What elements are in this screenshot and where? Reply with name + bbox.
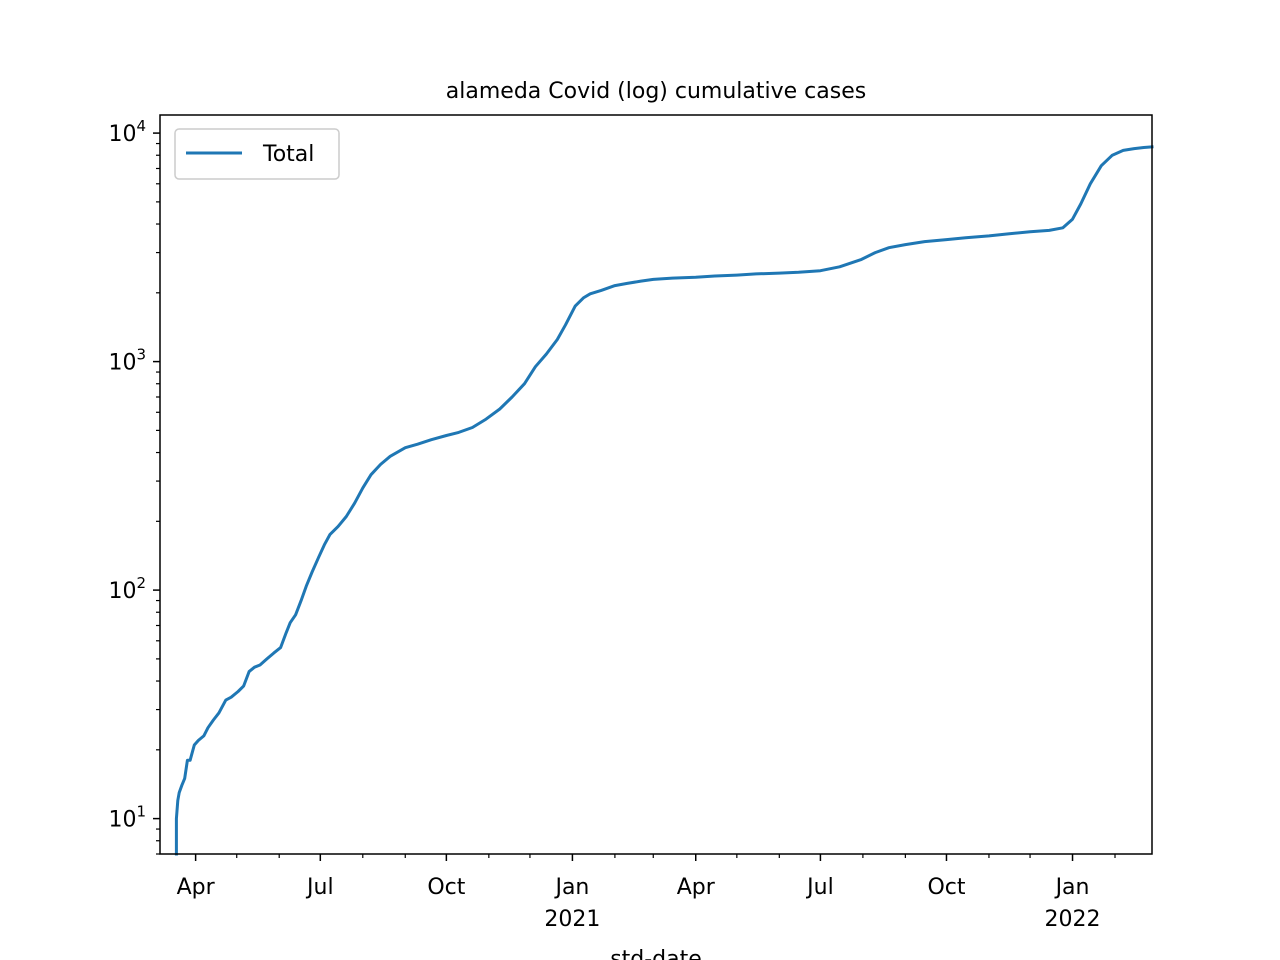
y-tick-label: 102 bbox=[108, 574, 146, 604]
y-tick-base: 10 bbox=[108, 351, 136, 376]
x-tick-label: Jul bbox=[805, 875, 834, 900]
y-tick-label: 101 bbox=[108, 803, 146, 833]
legend-label-total: Total bbox=[262, 142, 314, 167]
y-tick-exponent: 1 bbox=[136, 803, 146, 821]
x-tick-label: Jan bbox=[1054, 875, 1090, 900]
y-tick-label: 104 bbox=[108, 117, 146, 147]
chart-title: alameda Covid (log) cumulative cases bbox=[446, 79, 866, 104]
x-tick-label: Oct bbox=[427, 875, 465, 900]
plot-area bbox=[174, 145, 1154, 856]
y-tick-exponent: 2 bbox=[136, 574, 146, 592]
y-tick-label: 103 bbox=[108, 346, 146, 376]
y-tick-exponent: 3 bbox=[136, 346, 146, 364]
y-tick-base: 10 bbox=[108, 122, 136, 147]
x-axis: Apr Jul Oct Jan 2021 Apr Jul Oct Jan 2022 bbox=[177, 854, 1116, 932]
series-line-total bbox=[174, 145, 1154, 856]
x-tick-label: Jan bbox=[553, 875, 589, 900]
x-tick-label: Apr bbox=[177, 875, 216, 900]
legend: Total bbox=[174, 128, 340, 180]
x-tick-label: Apr bbox=[677, 875, 716, 900]
legend-box bbox=[174, 128, 340, 180]
x-tick-year-label: 2021 bbox=[544, 907, 600, 932]
axes-frame bbox=[159, 114, 1153, 855]
x-tick-label: Jul bbox=[305, 875, 334, 900]
x-axis-label: std-date bbox=[610, 947, 702, 960]
x-tick-label: Oct bbox=[927, 875, 965, 900]
y-tick-base: 10 bbox=[108, 579, 136, 604]
y-tick-base: 10 bbox=[108, 808, 136, 833]
x-tick-year-label: 2022 bbox=[1045, 907, 1101, 932]
y-tick-exponent: 4 bbox=[136, 117, 146, 135]
